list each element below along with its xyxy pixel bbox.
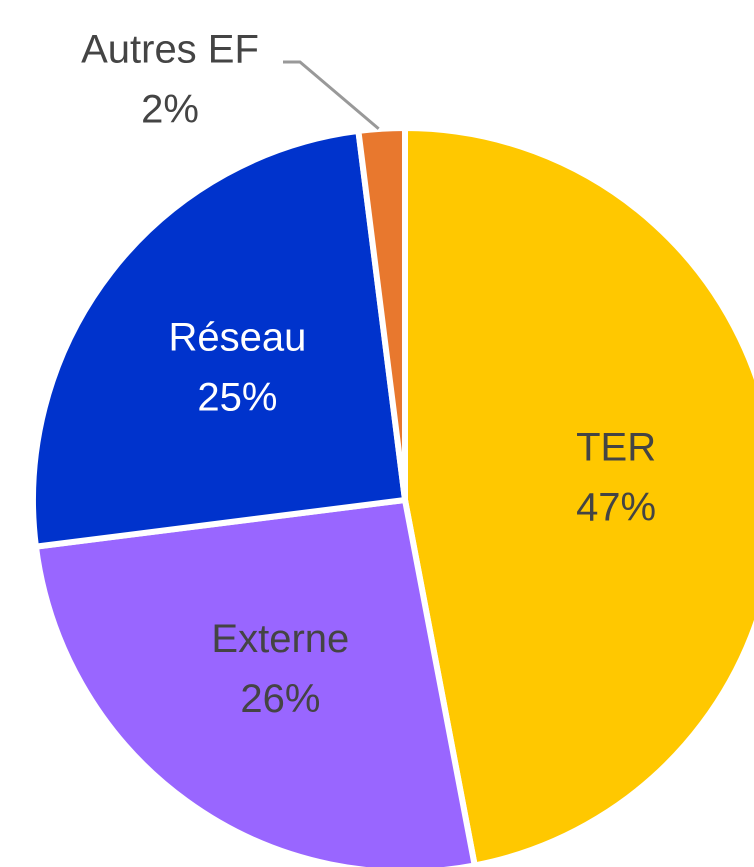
pie-slice (32, 496, 479, 867)
slice-value-label: 26% (240, 677, 320, 721)
slice-label: TER (576, 426, 656, 470)
slice-label: Externe (211, 617, 349, 661)
pie-slice (355, 124, 408, 501)
slice-label: Autres EF (81, 28, 259, 72)
slice-value-label: 47% (576, 486, 656, 530)
slice-label: Réseau (169, 316, 307, 360)
slice-value-label: 2% (141, 88, 199, 132)
slice-value-label: 25% (197, 376, 277, 420)
leader-line (283, 60, 380, 130)
pie-slice (30, 127, 409, 550)
pie-slice (402, 124, 754, 867)
